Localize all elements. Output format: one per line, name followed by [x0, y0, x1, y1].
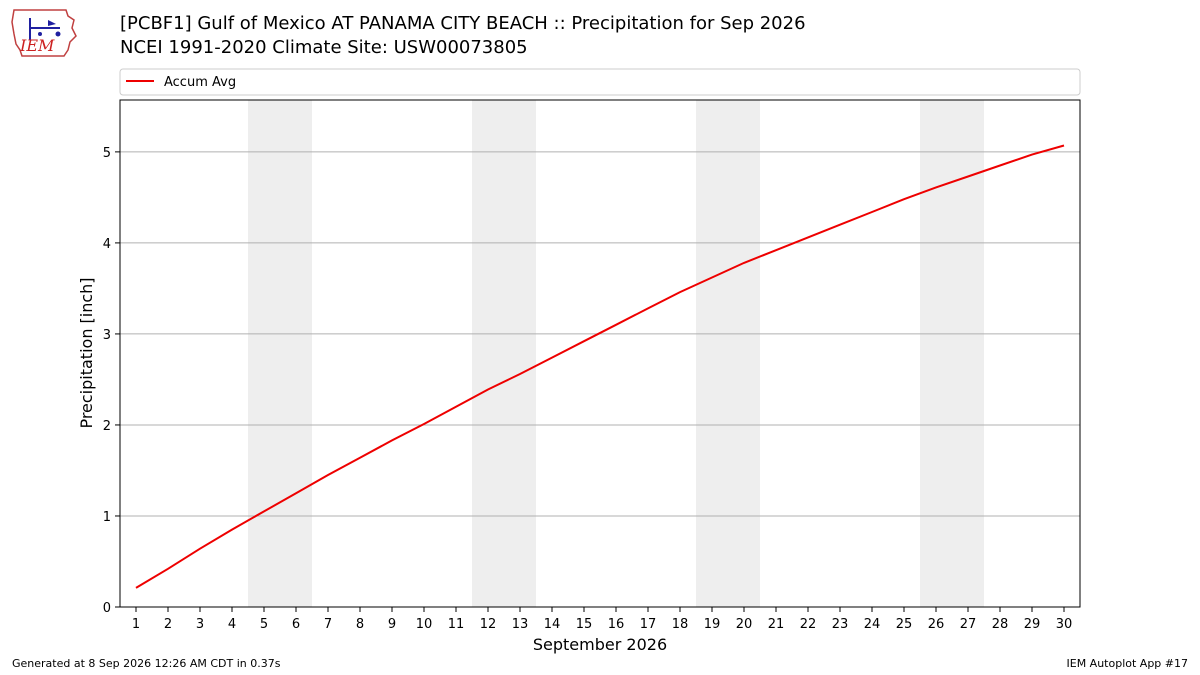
x-tick-label: 24: [864, 617, 881, 632]
weekend-band: [248, 100, 312, 607]
iowa-state-outline-icon: [11, 9, 77, 57]
x-tick-label: 16: [608, 617, 625, 632]
legend-label-accum-avg: Accum Avg: [164, 75, 236, 90]
x-axis-title: September 2026: [533, 635, 667, 654]
x-tick-label: 4: [228, 617, 236, 632]
x-tick-label: 5: [260, 617, 268, 632]
y-tick-label: 1: [103, 510, 111, 525]
x-tick-label: 29: [1024, 617, 1041, 632]
x-tick-label: 13: [512, 617, 529, 632]
x-tick-label: 10: [416, 617, 433, 632]
x-tick-label: 9: [388, 617, 396, 632]
x-tick-label: 7: [324, 617, 332, 632]
x-tick-label: 22: [800, 617, 817, 632]
x-tick-label: 23: [832, 617, 849, 632]
legend-box: [119, 68, 1081, 96]
x-tick-label: 20: [736, 617, 753, 632]
y-tick-label: 2: [103, 419, 111, 434]
y-tick-label: 0: [103, 601, 111, 616]
x-tick-label: 18: [672, 617, 689, 632]
y-tick-label: 5: [103, 146, 111, 161]
x-tick-label: 27: [960, 617, 977, 632]
x-tick-label: 2: [164, 617, 172, 632]
y-tick-label: 3: [103, 328, 111, 343]
x-tick-label: 21: [768, 617, 785, 632]
weekend-band: [696, 100, 760, 607]
x-tick-label: 14: [544, 617, 561, 632]
y-tick-label: 4: [103, 237, 111, 252]
x-tick-label: 25: [896, 617, 913, 632]
weekend-band: [472, 100, 536, 607]
x-tick-label: 17: [640, 617, 657, 632]
weekend-band: [920, 100, 984, 607]
app-credit: IEM Autoplot App #17: [1066, 657, 1189, 670]
x-tick-label: 8: [356, 617, 364, 632]
x-tick-label: 12: [480, 617, 497, 632]
x-tick-label: 28: [992, 617, 1009, 632]
x-tick-label: 6: [292, 617, 300, 632]
chart-title-block: [PCBF1] Gulf of Mexico AT PANAMA CITY BE…: [120, 12, 806, 60]
x-tick-label: 3: [196, 617, 204, 632]
generated-timestamp: Generated at 8 Sep 2026 12:26 AM CDT in …: [12, 657, 281, 670]
x-tick-label: 1: [132, 617, 140, 632]
chart-title: [PCBF1] Gulf of Mexico AT PANAMA CITY BE…: [120, 13, 806, 34]
x-tick-label: 11: [448, 617, 465, 632]
x-tick-label: 26: [928, 617, 945, 632]
x-tick-label: 30: [1056, 617, 1073, 632]
x-tick-label: 19: [704, 617, 721, 632]
iem-logo: IEM: [8, 6, 80, 58]
plot-area-frame: [119, 99, 1081, 608]
logo-text: IEM: [20, 36, 55, 55]
x-tick-label: 15: [576, 617, 593, 632]
y-axis-title: Precipitation [inch]: [77, 277, 96, 428]
series-line-accum-avg: [135, 144, 1065, 589]
chart-subtitle: NCEI 1991-2020 Climate Site: USW00073805: [120, 37, 528, 58]
